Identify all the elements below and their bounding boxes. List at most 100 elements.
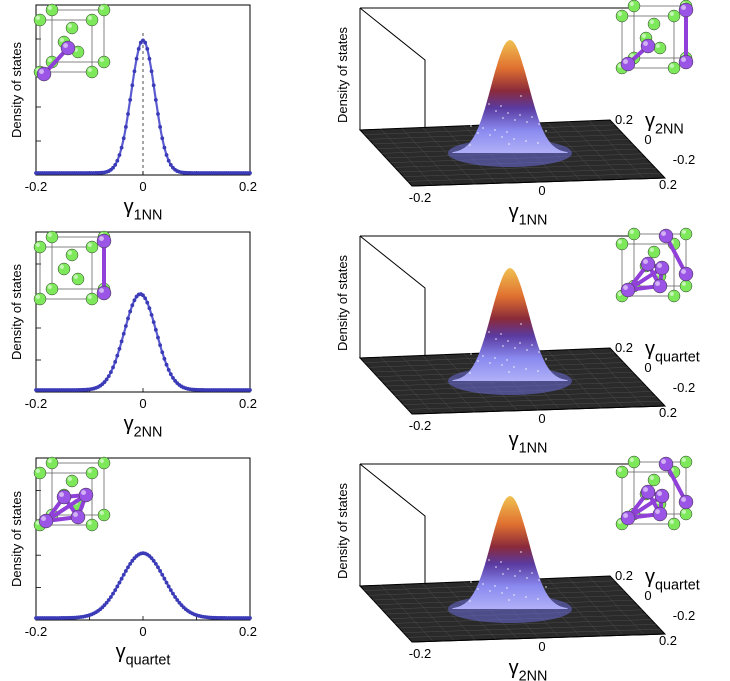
data-point: [248, 171, 252, 175]
floor-front-edge: [411, 177, 666, 187]
back-wall: [359, 236, 426, 359]
peak-sparkle: [500, 333, 502, 335]
green-atom-highlight: [617, 291, 622, 296]
peak-sparkle: [477, 588, 479, 590]
peak-sparkle: [544, 99, 546, 101]
green-atom-highlight: [87, 294, 92, 299]
purple-atom: [70, 509, 86, 525]
z-axis-label: Density of states: [335, 482, 350, 579]
peak-sparkle: [525, 368, 527, 370]
green-atom: [615, 9, 629, 23]
green-atom: [97, 3, 111, 17]
inset-frame: [621, 471, 675, 525]
data-point: [147, 56, 152, 61]
peak-sparkle: [469, 600, 471, 602]
green-atom: [45, 456, 59, 470]
purple-atom-highlight: [643, 41, 648, 46]
green-atom-highlight: [681, 509, 686, 514]
purple-atom: [658, 228, 674, 244]
peak-sparkle: [526, 121, 528, 123]
green-atom-highlight: [649, 19, 654, 24]
purple-atom-highlight: [657, 263, 662, 268]
peak-sparkle: [544, 327, 546, 329]
data-point: [164, 580, 169, 585]
purple-atom-highlight: [623, 285, 628, 290]
data-point: [128, 97, 133, 102]
green-atom: [85, 65, 99, 79]
peak-sparkle: [500, 561, 502, 563]
purple-atom-highlight: [59, 492, 64, 497]
data-point: [149, 69, 154, 74]
peak-sparkle: [537, 370, 539, 372]
z-axis-label: Density of states: [335, 26, 350, 123]
y-tick-label: -0.2: [673, 152, 695, 167]
mesh-line: [568, 349, 623, 408]
green-atom: [667, 9, 681, 23]
data-point: [130, 83, 135, 88]
data-point: [123, 324, 128, 328]
green-atom-highlight: [669, 63, 674, 68]
data-point: [104, 377, 109, 382]
data-point: [171, 591, 175, 596]
green-atom: [679, 227, 693, 241]
data-point: [106, 374, 111, 379]
peak-sparkle: [469, 144, 471, 146]
data-point: [119, 145, 124, 150]
green-atom: [45, 282, 59, 296]
peak-sparkle: [483, 108, 485, 110]
purple-atom: [56, 489, 72, 505]
green-atom-highlight: [681, 281, 686, 286]
green-atom: [97, 456, 111, 470]
data-point: [156, 335, 160, 340]
peak-sparkle: [525, 596, 527, 598]
peak-sparkle: [531, 116, 533, 118]
green-atom-highlight: [35, 468, 40, 473]
green-atom: [45, 3, 59, 17]
x-tick-label: 0.2: [239, 396, 257, 411]
data-point: [149, 556, 154, 561]
mesh-line: [407, 400, 661, 410]
peak-sparkle: [513, 594, 515, 596]
data-point: [164, 362, 169, 367]
data-point: [119, 339, 124, 344]
data-point: [164, 153, 169, 157]
y-tick-label: -0.2: [673, 380, 695, 395]
x-tick-label: -0.2: [409, 190, 431, 205]
bond: [44, 493, 88, 523]
peak-sparkle: [482, 355, 484, 357]
side-wall: [359, 7, 426, 128]
inset-crystal-1nn: [33, 3, 111, 82]
y-axis-label: γquartet: [645, 338, 700, 365]
peak-sparkle: [537, 142, 539, 144]
green-atom-highlight: [649, 475, 654, 480]
mesh-line: [407, 628, 661, 638]
purple-atom: [96, 285, 112, 301]
x-tick-label: 0: [139, 396, 146, 411]
green-atom-highlight: [629, 1, 634, 6]
data-point: [128, 561, 133, 566]
data-point: [115, 584, 120, 589]
peak-sparkle: [476, 101, 478, 103]
peak-sparkle: [476, 329, 478, 331]
green-atom-highlight: [669, 291, 674, 296]
data-point: [158, 125, 163, 129]
green-atom: [653, 41, 667, 55]
green-atom-highlight: [655, 43, 660, 49]
green-atom: [97, 508, 111, 522]
peak-sparkle: [532, 553, 534, 555]
data-point: [119, 576, 124, 581]
purple-atom: [78, 487, 94, 503]
green-atom: [627, 227, 641, 241]
peak-sparkle: [531, 344, 533, 346]
data-point: [168, 372, 173, 377]
y-axis-label: Density of states: [9, 490, 24, 587]
purple-atom-highlight: [41, 516, 46, 521]
mesh-line: [407, 172, 661, 182]
peak-sparkle: [543, 574, 545, 576]
inset-crystal-quartet: [33, 456, 111, 532]
floor-front-edge: [411, 405, 666, 415]
purple-atom-highlight: [681, 497, 686, 502]
green-atom-highlight: [617, 467, 622, 472]
data-point: [156, 112, 160, 116]
green-atom-highlight: [681, 229, 686, 234]
